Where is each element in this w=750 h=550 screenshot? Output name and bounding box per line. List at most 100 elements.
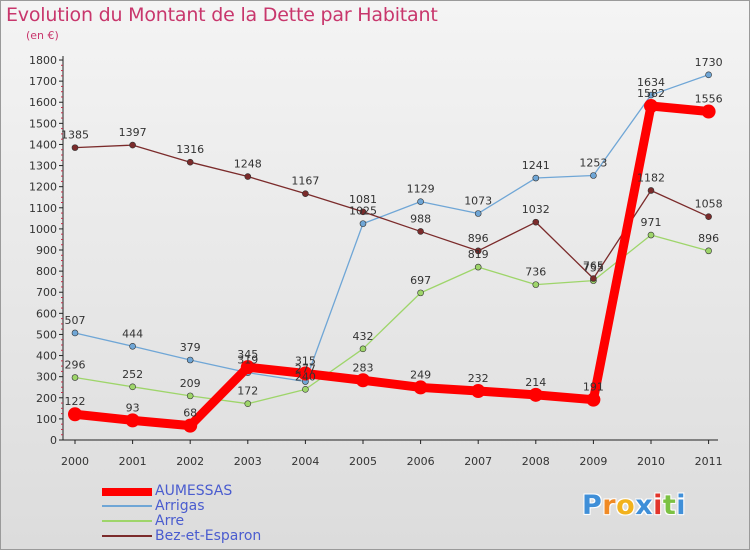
x-tick-label: 2001: [119, 455, 147, 468]
logo-letter: P: [582, 490, 603, 521]
x-tick-label: 2007: [464, 455, 492, 468]
legend-swatch: [102, 535, 152, 537]
data-point: [705, 71, 712, 79]
data-label: 1081: [349, 193, 377, 206]
data-label: 1316: [176, 143, 204, 156]
logo-letter: x: [635, 490, 654, 521]
data-point: [68, 407, 82, 422]
data-point: [528, 387, 543, 402]
data-point: [532, 218, 540, 226]
x-tick-label: 2003: [234, 455, 262, 468]
logo-letter: o: [616, 490, 636, 521]
x-tick-label: 2009: [579, 455, 607, 468]
data-label: 283: [353, 361, 374, 374]
data-label: 988: [410, 212, 431, 225]
data-point: [244, 400, 252, 407]
data-point: [647, 187, 655, 194]
y-tick-label: 1500: [29, 117, 57, 130]
series-line-aumessas: [70, 101, 714, 431]
data-label: 896: [468, 232, 489, 245]
data-label: 93: [126, 401, 140, 414]
logo-letter: i: [653, 490, 663, 521]
data-label: 507: [65, 314, 86, 327]
data-label: 1241: [522, 159, 550, 172]
legend-item: Bez-et-Esparon: [102, 528, 362, 544]
data-label: 896: [698, 232, 719, 245]
data-point: [647, 91, 655, 99]
data-label: 252: [122, 368, 143, 381]
data-point: [186, 158, 194, 166]
data-point: [590, 172, 597, 179]
logo-letter: t: [662, 490, 677, 521]
y-tick-label: 1800: [29, 54, 57, 67]
y-tick-label: 800: [36, 265, 57, 278]
legend-swatch: [102, 488, 152, 496]
series-line-arrigas: [74, 74, 710, 383]
data-label: 249: [410, 368, 431, 381]
data-label: 819: [468, 248, 489, 261]
data-point: [125, 413, 140, 428]
data-label: 1582: [637, 87, 665, 100]
data-point: [417, 198, 424, 205]
data-label: 122: [65, 395, 86, 408]
data-label: 1556: [695, 93, 723, 106]
y-tick-label: 1300: [29, 160, 57, 173]
x-tick-label: 2006: [407, 455, 435, 468]
data-label: 296: [65, 359, 86, 372]
data-point: [586, 392, 601, 407]
x-tick-label: 2004: [291, 455, 319, 468]
data-point: [532, 281, 540, 288]
data-label: 444: [122, 327, 143, 340]
data-label: 191: [583, 381, 604, 394]
legend: AUMESSAS Arrigas Arre Bez-et-Esparon: [102, 483, 362, 544]
y-tick-label: 1700: [29, 75, 57, 88]
x-tick-label: 2005: [349, 455, 377, 468]
y-tick-label: 700: [36, 286, 57, 299]
data-point: [71, 329, 79, 337]
data-point: [417, 289, 424, 297]
data-point: [417, 228, 424, 235]
legend-label: Bez-et-Esparon: [155, 528, 262, 544]
y-tick-label: 900: [36, 244, 57, 257]
data-label: 1058: [695, 198, 723, 211]
data-label: 1248: [234, 158, 262, 171]
data-point: [129, 383, 136, 391]
data-label: 736: [525, 266, 546, 279]
y-tick-label: 200: [36, 392, 57, 405]
chart-subtitle: (en €): [26, 29, 59, 42]
legend-swatch: [102, 505, 152, 507]
data-point: [183, 418, 198, 433]
data-point: [590, 275, 597, 282]
data-label: 1032: [522, 203, 550, 216]
data-label: 1385: [61, 129, 89, 142]
y-tick-label: 400: [36, 350, 57, 363]
data-label: 172: [237, 385, 258, 398]
data-point: [302, 190, 309, 197]
data-point: [240, 360, 255, 375]
data-point: [359, 208, 367, 216]
data-label: 319: [237, 354, 258, 367]
data-label: 755: [583, 262, 604, 275]
y-tick-label: 1600: [29, 96, 57, 109]
y-tick-label: 1100: [29, 202, 57, 215]
series-line-bez-et-esparon: [74, 144, 710, 280]
y-tick-label: 1400: [29, 138, 57, 151]
data-label: 765: [583, 260, 604, 273]
data-point: [186, 392, 194, 400]
data-point: [298, 366, 313, 381]
data-label: 1182: [637, 171, 665, 184]
data-label: 240: [295, 370, 316, 383]
data-point: [186, 356, 194, 364]
data-label: 697: [410, 274, 431, 287]
legend-item: Arre: [102, 513, 362, 529]
logo-letter: i: [676, 490, 687, 521]
data-point: [474, 247, 482, 255]
x-tick-label: 2000: [61, 455, 89, 468]
data-label: 214: [525, 376, 546, 389]
logo-letter: r: [602, 490, 617, 521]
data-label: 379: [180, 341, 201, 354]
y-tick-label: 500: [36, 328, 57, 341]
legend-item: AUMESSAS: [102, 483, 362, 499]
